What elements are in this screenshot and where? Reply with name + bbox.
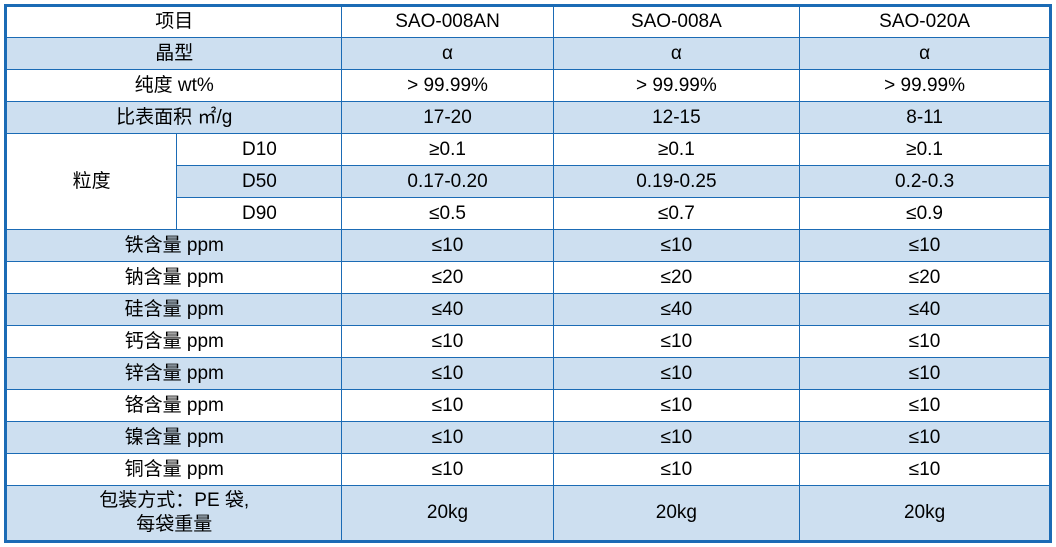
row-crystal-form: 晶型 α α α — [4, 37, 1051, 71]
row-label: 钙含量 ppm — [4, 325, 343, 359]
cell-value: 20kg — [341, 485, 554, 542]
product-spec-table: 项目 SAO-008AN SAO-008A SAO-020A 晶型 α α α … — [4, 4, 1052, 543]
sub-row-label: D50 — [176, 165, 343, 199]
cell-value: ≥0.1 — [799, 133, 1051, 167]
row-label: 纯度 wt% — [4, 69, 343, 103]
cell-value: ≤10 — [799, 421, 1051, 455]
header-product-3: SAO-020A — [799, 4, 1051, 39]
cell-value: ≤10 — [341, 453, 554, 487]
header-row: 项目 SAO-008AN SAO-008A SAO-020A — [4, 4, 1051, 39]
cell-value: ≤10 — [799, 357, 1051, 391]
row-label: 铬含量 ppm — [4, 389, 343, 423]
row-label: 晶型 — [4, 37, 343, 71]
row-packaging: 包装方式：PE 袋, 每袋重量 20kg 20kg 20kg — [4, 485, 1051, 542]
header-product-2: SAO-008A — [552, 4, 801, 39]
packaging-label: 包装方式：PE 袋, 每袋重量 — [4, 485, 343, 542]
cell-value: ≤10 — [552, 421, 801, 455]
cell-value: ≤10 — [552, 229, 801, 263]
cell-value: ≤10 — [341, 325, 554, 359]
row-label: 比表面积 ㎡/g — [4, 101, 343, 135]
cell-value: ≤10 — [799, 325, 1051, 359]
cell-value: ≥0.1 — [341, 133, 554, 167]
cell-value: ≤10 — [341, 389, 554, 423]
cell-value: > 99.99% — [799, 69, 1051, 103]
row-purity: 纯度 wt% > 99.99% > 99.99% > 99.99% — [4, 69, 1051, 103]
cell-value: ≤10 — [552, 453, 801, 487]
cell-value: α — [799, 37, 1051, 71]
cell-value: ≤10 — [552, 389, 801, 423]
row-zinc-content: 锌含量 ppm ≤10 ≤10 ≤10 — [4, 357, 1051, 391]
cell-value: 20kg — [799, 485, 1051, 542]
cell-value: ≥0.1 — [552, 133, 801, 167]
cell-value: 12-15 — [552, 101, 801, 135]
row-particle-d10: 粒度 D10 ≥0.1 ≥0.1 ≥0.1 — [4, 133, 1051, 231]
header-item-label: 项目 — [4, 4, 343, 39]
cell-value: 0.2-0.3 — [799, 165, 1051, 199]
row-label: 镍含量 ppm — [4, 421, 343, 455]
cell-value: 0.19-0.25 — [552, 165, 801, 199]
cell-value: ≤10 — [799, 389, 1051, 423]
row-surface-area: 比表面积 ㎡/g 17-20 12-15 8-11 — [4, 101, 1051, 135]
row-calcium-content: 钙含量 ppm ≤10 ≤10 ≤10 — [4, 325, 1051, 359]
cell-value: ≤20 — [341, 261, 554, 295]
row-chromium-content: 铬含量 ppm ≤10 ≤10 ≤10 — [4, 389, 1051, 423]
packaging-label-line2: 每袋重量 — [136, 514, 213, 536]
row-particle-d50: D50 0.17-0.20 0.19-0.25 0.2-0.3 — [6, 165, 1051, 199]
cell-value: ≤10 — [552, 325, 801, 359]
row-nickel-content: 镍含量 ppm ≤10 ≤10 ≤10 — [4, 421, 1051, 455]
row-label: 铁含量 ppm — [4, 229, 343, 263]
cell-value: 0.17-0.20 — [341, 165, 554, 199]
cell-value: ≤10 — [341, 229, 554, 263]
cell-value: 17-20 — [341, 101, 554, 135]
cell-value: 20kg — [552, 485, 801, 542]
cell-value: α — [552, 37, 801, 71]
cell-value: 8-11 — [799, 101, 1051, 135]
cell-value: ≤10 — [799, 229, 1051, 263]
cell-value: ≤40 — [799, 293, 1051, 327]
cell-value: ≤0.7 — [552, 197, 801, 231]
row-copper-content: 铜含量 ppm ≤10 ≤10 ≤10 — [4, 453, 1051, 487]
row-label: 铜含量 ppm — [4, 453, 343, 487]
row-iron-content: 铁含量 ppm ≤10 ≤10 ≤10 — [4, 229, 1051, 263]
cell-value: > 99.99% — [341, 69, 554, 103]
cell-value: ≤20 — [799, 261, 1051, 295]
particle-size-group-label: 粒度 — [4, 133, 178, 231]
cell-value: ≤40 — [552, 293, 801, 327]
row-sodium-content: 钠含量 ppm ≤20 ≤20 ≤20 — [4, 261, 1051, 295]
row-label: 钠含量 ppm — [4, 261, 343, 295]
cell-value: ≤10 — [799, 453, 1051, 487]
row-label: 锌含量 ppm — [4, 357, 343, 391]
row-silicon-content: 硅含量 ppm ≤40 ≤40 ≤40 — [4, 293, 1051, 327]
sub-row-label: D90 — [176, 197, 343, 231]
cell-value: ≤0.9 — [799, 197, 1051, 231]
cell-value: ≤20 — [552, 261, 801, 295]
row-particle-d90: D90 ≤0.5 ≤0.7 ≤0.9 — [6, 197, 1051, 231]
packaging-label-line1: 包装方式：PE 袋, — [99, 489, 250, 511]
cell-value: ≤10 — [341, 357, 554, 391]
cell-value: ≤10 — [552, 357, 801, 391]
cell-value: > 99.99% — [552, 69, 801, 103]
cell-value: ≤40 — [341, 293, 554, 327]
product-spec-table-wrap: 项目 SAO-008AN SAO-008A SAO-020A 晶型 α α α … — [4, 4, 1052, 543]
cell-value: ≤0.5 — [341, 197, 554, 231]
header-product-1: SAO-008AN — [341, 4, 554, 39]
row-label: 硅含量 ppm — [4, 293, 343, 327]
sub-row-label: D10 — [176, 133, 343, 167]
cell-value: α — [341, 37, 554, 71]
cell-value: ≤10 — [341, 421, 554, 455]
